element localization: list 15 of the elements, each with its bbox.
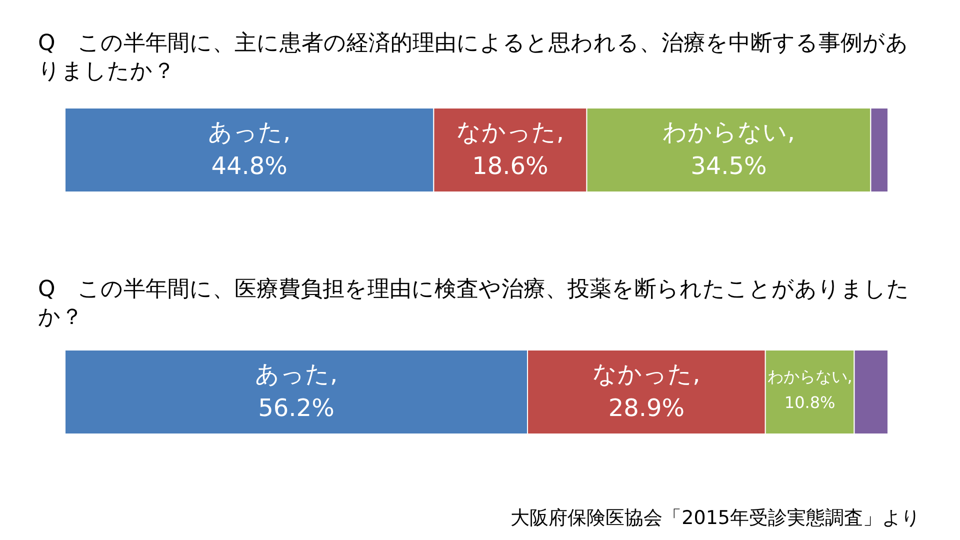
data-label: 10.8% <box>784 392 836 412</box>
text: 大阪府保険医協会「2015年受診実態調査」より <box>510 506 920 531</box>
data-label: 28.9% <box>608 394 685 422</box>
data-label: 44.8% <box>211 152 288 180</box>
series-label: なかった, <box>456 118 564 146</box>
data-label: 34.5% <box>690 152 767 180</box>
series-label: わからない, <box>767 366 852 386</box>
series-label: あった, <box>254 360 338 388</box>
data-label: 18.6% <box>472 152 548 180</box>
chart-title: Q この半年間に、医療費負担を理由に検査や治療、投薬を断られたことがありましたか？ <box>38 276 910 332</box>
series-label: あった, <box>208 118 291 146</box>
series-label: なかった, <box>592 360 700 388</box>
chart-title: Q この半年間に、主に患者の経済的理由によると思われる、治療を中断する事例がありましたか？ <box>38 30 910 86</box>
series-label: わからない, <box>662 118 796 146</box>
data-label: 56.2% <box>258 394 334 422</box>
